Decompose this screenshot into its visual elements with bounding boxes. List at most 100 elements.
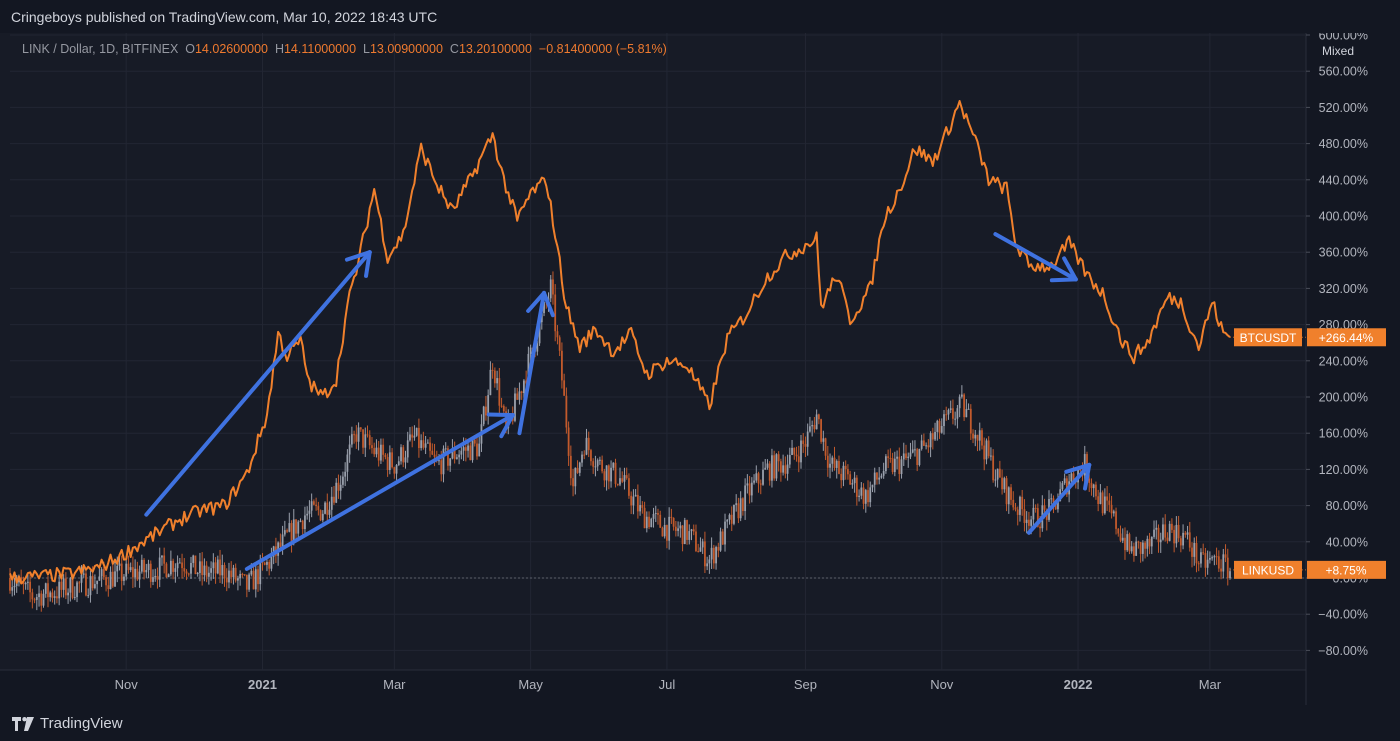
link-candle-body — [1124, 537, 1126, 551]
link-candle-body — [308, 510, 311, 514]
link-candle-body — [527, 353, 530, 384]
link-candle-body — [520, 391, 523, 393]
link-candle-body — [1164, 524, 1167, 538]
link-candle-body — [321, 513, 324, 521]
link-candle-body — [58, 581, 61, 599]
link-candle-body — [13, 585, 16, 588]
link-candle-body — [717, 547, 720, 551]
link-candle-body — [254, 569, 257, 590]
link-candle-body — [56, 596, 58, 599]
link-candle-body — [359, 427, 362, 430]
link-candle-body — [603, 471, 606, 481]
link-candle-body — [138, 571, 141, 580]
link-candle-body — [431, 450, 434, 455]
link-candle-body — [15, 582, 18, 586]
link-candle-body — [715, 547, 717, 564]
link-candle-body — [286, 530, 288, 532]
link-candle-body — [976, 434, 979, 441]
annotation-arrow-head — [1064, 462, 1092, 474]
link-candle-body — [326, 502, 329, 515]
link-candle-body — [762, 469, 764, 485]
annotation-arrow-head — [542, 290, 555, 318]
link-candle-body — [24, 582, 27, 585]
link-candle-body — [699, 547, 702, 552]
link-candle-body — [440, 460, 443, 475]
link-candle-body — [107, 585, 110, 590]
open-value: 14.02600000 — [194, 42, 268, 56]
link-candle-body — [181, 562, 183, 569]
link-candle-body — [384, 454, 387, 458]
linkusd-value-label: +8.75% — [1325, 563, 1366, 577]
link-candle-body — [918, 448, 921, 466]
link-candle-body — [853, 477, 856, 484]
link-candle-body — [764, 467, 767, 470]
link-candle-body — [185, 571, 188, 574]
link-candle-body — [878, 477, 881, 480]
link-candle-body — [245, 574, 248, 590]
link-candle-body — [219, 559, 221, 576]
link-candle-body — [147, 563, 150, 571]
link-candle-body — [373, 448, 376, 455]
tradingview-logo-text: TradingView — [40, 715, 123, 732]
x-tick-label: Jul — [659, 677, 676, 692]
link-candle-body — [460, 450, 463, 455]
link-candle-body — [936, 420, 939, 432]
link-candle-body — [998, 468, 1001, 478]
x-tick-label: Nov — [930, 677, 954, 692]
link-candle-body — [187, 573, 190, 575]
link-candle-body — [371, 445, 373, 449]
link-candle-body — [1229, 571, 1231, 579]
link-candle-body — [543, 301, 545, 314]
link-candle-body — [695, 531, 697, 552]
link-candle-body — [134, 568, 137, 578]
link-candle-body — [536, 343, 539, 352]
link-candle-body — [453, 448, 456, 459]
link-candle-body — [1092, 484, 1095, 489]
link-candle-body — [1034, 507, 1037, 509]
link-candle-body — [319, 510, 322, 521]
link-candle-body — [835, 460, 838, 468]
link-candle-body — [216, 559, 219, 574]
link-candle-body — [176, 562, 179, 569]
link-candle-body — [192, 555, 195, 563]
chart-area[interactable]: 600.00% 560.00% 520.00% 480.00% 440.00% 400.0… — [0, 33, 1400, 705]
link-candle-body — [228, 570, 230, 583]
link-candle-body — [650, 518, 653, 528]
link-candle-body — [225, 578, 228, 583]
link-candle-body — [364, 434, 367, 448]
time-axis[interactable]: Nov 2021 Mar May Jul Sep Nov 2022 Mar — [115, 677, 1222, 692]
link-candle-body — [844, 465, 847, 470]
link-candle-body — [413, 435, 416, 438]
link-candle-body — [1019, 496, 1021, 515]
link-candle-body — [210, 568, 212, 573]
link-candle-body — [605, 465, 608, 481]
link-candle-body — [755, 473, 758, 481]
btcusdt-name-tag — [1234, 328, 1302, 347]
link-candle-body — [572, 478, 574, 487]
tradingview-logo[interactable]: TradingView — [12, 715, 123, 732]
link-candle-body — [759, 483, 762, 485]
link-candle-body — [183, 568, 186, 572]
link-candle-body — [487, 395, 490, 416]
link-candle-body — [281, 534, 284, 547]
symbol-legend[interactable]: LINK / Dollar, 1D, BITFINEX O14.02600000… — [22, 42, 667, 56]
link-candle-body — [775, 454, 778, 479]
price-axis[interactable]: 600.00% 560.00% 520.00% 480.00% 440.00% 400.0… — [1306, 33, 1368, 658]
scale-mode-badge[interactable]: Mixed — [1322, 44, 1355, 58]
link-candle-body — [746, 483, 749, 486]
link-candle-body — [728, 514, 731, 520]
link-candle-body — [1121, 537, 1124, 541]
chart-svg[interactable]: 600.00% 560.00% 520.00% 480.00% 440.00% 400.0… — [0, 33, 1400, 705]
link-candle-body — [1032, 507, 1035, 520]
link-candle-body — [478, 443, 481, 457]
link-candle-body — [473, 439, 476, 444]
link-candle-body — [735, 503, 738, 505]
link-candle-body — [677, 528, 679, 531]
price-axis-background — [1306, 33, 1400, 705]
link-candle-body — [697, 551, 700, 553]
link-candle-body — [688, 531, 691, 540]
link-candle-body — [266, 561, 268, 565]
y-tick-label: 120.00% — [1319, 463, 1368, 477]
y-tick-label: −40.00% — [1318, 608, 1368, 622]
link-candle-body — [690, 529, 693, 532]
